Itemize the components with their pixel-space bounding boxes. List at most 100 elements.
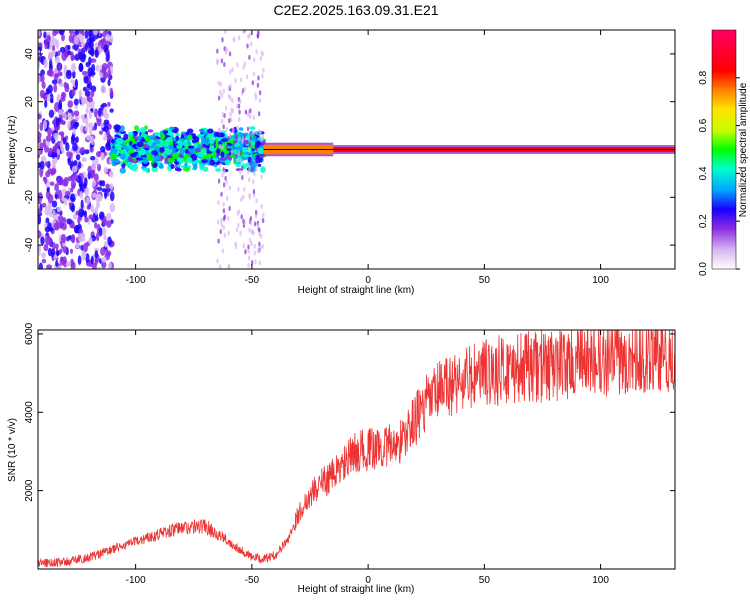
spectrogram-speckle xyxy=(250,41,253,47)
spectrogram-speckle xyxy=(262,67,265,73)
spectrogram-speckle xyxy=(79,146,86,153)
x-tick-label: 50 xyxy=(479,275,491,286)
spectrogram-speckle xyxy=(171,152,180,160)
spectrogram-speckle xyxy=(142,167,150,172)
colorbar-tick-label: 0.6 xyxy=(698,118,709,132)
spectrogram-speckle xyxy=(151,166,158,173)
spectrogram-speckle xyxy=(98,130,103,135)
spectrogram-x-ticks: -100 -50 0 50 100 xyxy=(126,30,609,286)
spectrogram-speckle xyxy=(74,30,80,35)
spectrogram-speckle xyxy=(53,254,58,259)
spectrogram-speckle xyxy=(252,130,255,136)
spectrogram-speckle xyxy=(65,261,72,267)
spectrogram-speckle xyxy=(248,194,251,200)
spectrogram-speckle xyxy=(119,125,125,132)
spectrogram-speckle xyxy=(260,174,263,180)
spectrogram-speckle xyxy=(127,161,133,167)
spectrogram-speckle xyxy=(100,145,106,153)
spectrogram-speckle xyxy=(222,208,226,214)
spectrogram-speckle xyxy=(80,237,86,242)
spectrogram-speckle xyxy=(123,133,129,140)
spectrogram-speckle xyxy=(66,236,70,242)
spectrogram-speckle xyxy=(70,79,74,84)
spectrogram-speckle xyxy=(216,60,219,66)
spectrogram-speckle xyxy=(248,32,251,38)
spectrogram-speckle xyxy=(60,233,67,244)
spectrogram-speckle xyxy=(51,200,58,208)
spectrogram-speckle xyxy=(39,142,44,150)
spectrogram-speckle xyxy=(223,169,226,175)
spectrogram-speckle xyxy=(260,204,263,210)
spectrogram-speckle xyxy=(257,111,261,117)
spectrogram-speckle xyxy=(56,148,61,155)
spectrogram-speckle xyxy=(44,161,49,167)
spectrogram-speckle xyxy=(69,248,73,254)
spectrogram-speckle xyxy=(170,164,175,169)
x-tick-label: -50 xyxy=(245,275,260,286)
spectrogram-speckle xyxy=(241,174,244,180)
spectrogram-speckle xyxy=(252,71,256,77)
spectrogram-speckle xyxy=(78,161,82,169)
spectrogram-speckle xyxy=(242,64,245,70)
spectrogram-speckle xyxy=(217,200,220,206)
spectrogram-speckle xyxy=(96,186,103,191)
spectrogram-speckle xyxy=(239,77,243,83)
spectrogram-speckle xyxy=(225,196,229,202)
spectrogram-speckle xyxy=(229,154,236,159)
spectrogram-speckle xyxy=(239,169,242,175)
spectrogram-speckle xyxy=(242,218,245,224)
spectrogram-speckle xyxy=(154,132,161,136)
spectrogram-speckle xyxy=(257,222,260,228)
spectrogram-speckle xyxy=(257,75,260,81)
spectrogram-speckle xyxy=(57,221,61,229)
spectrogram-speckle xyxy=(236,62,239,68)
spectrogram-speckle xyxy=(65,142,70,152)
spectrogram-speckle xyxy=(249,108,252,114)
spectrogram-speckle xyxy=(51,50,56,57)
spectrogram-speckle xyxy=(119,167,126,174)
spectrogram-speckle xyxy=(239,230,242,236)
spectrogram-speckle xyxy=(253,57,256,63)
spectrogram-speckle xyxy=(91,192,97,198)
spectrogram-speckle xyxy=(43,58,48,69)
spectrogram-speckle xyxy=(220,151,225,158)
spectrogram-speckle xyxy=(106,250,112,257)
spectrogram-speckle xyxy=(140,133,147,138)
spectrogram-speckle xyxy=(45,235,51,246)
spectrogram-speckle xyxy=(227,263,231,269)
spectrogram-speckle xyxy=(94,215,99,222)
spectrogram-speckle xyxy=(43,94,48,102)
spectrogram-speckle xyxy=(251,140,256,146)
spectrogram-speckle xyxy=(53,222,59,230)
spectrogram-speckle xyxy=(219,229,222,235)
spectrogram-speckle xyxy=(237,186,240,192)
spectrogram-speckle xyxy=(44,41,48,50)
spectrogram-plot-area xyxy=(38,30,675,269)
spectrogram-speckle xyxy=(176,144,183,150)
spectrogram-speckle xyxy=(209,145,215,152)
x-tick-label: -50 xyxy=(245,575,260,586)
spectrogram-speckle xyxy=(88,127,93,136)
spectrogram-speckle xyxy=(71,220,75,229)
spectrogram-speckle xyxy=(53,132,59,139)
spectrogram-speckle xyxy=(109,108,114,113)
spectrogram-speckle xyxy=(52,145,58,153)
spectrogram-speckle xyxy=(235,162,242,168)
spectrogram-speckle xyxy=(38,230,42,239)
spectrogram-speckle xyxy=(46,34,51,41)
x-tick-label: 0 xyxy=(365,275,371,286)
spectrogram-speckle xyxy=(238,136,241,142)
spectrogram-speckle xyxy=(237,35,241,41)
spectrogram-speckle xyxy=(77,255,82,266)
spectrogram-speckle xyxy=(227,136,230,142)
spectrogram-speckle xyxy=(243,61,247,67)
spectrogram-speckle xyxy=(94,250,99,259)
spectrogram-speckle xyxy=(103,168,109,173)
spectrogram-speckle xyxy=(252,192,256,198)
spectrogram-speckle xyxy=(242,154,249,158)
spectrogram-speckle xyxy=(221,172,224,178)
spectrogram-speckle xyxy=(105,141,112,151)
spectrogram-speckle xyxy=(39,74,45,83)
spectrogram-speckle xyxy=(148,135,156,139)
spectrogram-speckle xyxy=(228,132,232,138)
